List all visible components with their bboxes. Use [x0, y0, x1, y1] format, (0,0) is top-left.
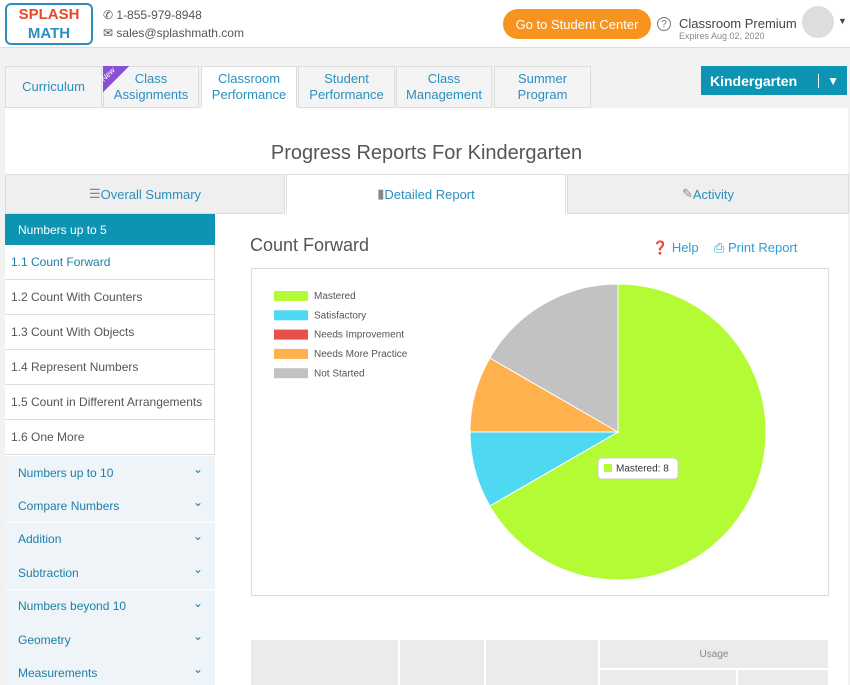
nav-tab-label: Program — [517, 87, 568, 102]
topic[interactable]: Measurements — [5, 656, 215, 685]
help-link[interactable]: ❓ Help — [652, 240, 699, 255]
nav-tab-label: Class — [427, 71, 461, 86]
subtopic[interactable]: 1.6 One More — [5, 420, 215, 455]
legend-swatch — [274, 291, 308, 301]
report-tab[interactable]: ✎ Activity — [567, 174, 849, 214]
report-tab-label: Overall Summary — [100, 186, 202, 202]
nav-tab[interactable]: Curriculum — [5, 66, 102, 108]
pie-slice — [489, 283, 767, 581]
topic[interactable]: Addition — [5, 522, 215, 556]
grade-selector[interactable]: Kindergarten ▼ — [701, 66, 847, 95]
tab-icon: ▮ — [377, 186, 385, 201]
topic[interactable]: Subtraction — [5, 556, 215, 590]
topic[interactable]: Geometry — [5, 623, 215, 656]
header — [0, 0, 850, 48]
page-title: Progress Reports For Kindergarten — [270, 142, 583, 164]
email: ✉ sales@splashmath.com — [103, 26, 244, 40]
subtopic[interactable]: 1.2 Count With Counters — [5, 280, 215, 315]
legend-swatch — [274, 310, 308, 321]
nav-tab[interactable]: Class Management — [396, 66, 492, 108]
table-header-cell — [400, 640, 484, 685]
logo-top: SPLASH — [18, 6, 80, 23]
tab-icon: ☰ — [88, 186, 101, 201]
nav-tab-label: Student — [324, 71, 369, 86]
grade: Kindergarten — [710, 72, 798, 89]
legend-label: Not Started — [314, 368, 365, 379]
avatar[interactable] — [802, 6, 834, 38]
tooltip-swatch — [604, 464, 612, 472]
nav-tab-label: Summer — [517, 71, 568, 86]
open-topic[interactable]: Numbers up to 5 — [5, 214, 215, 245]
report-tab[interactable]: ▮ Detailed Report — [286, 174, 566, 214]
nav-tab-label: Class — [134, 71, 168, 86]
avatar-caret[interactable]: ▼ — [838, 16, 847, 26]
print-text: Print Report — [728, 240, 798, 255]
content-title: Count Forward — [250, 235, 370, 255]
legend-label: Needs Improvement — [314, 330, 404, 341]
new-badge — [103, 66, 129, 92]
pie-slice — [489, 283, 619, 433]
tab-icon: ✎ — [681, 186, 693, 201]
legend-label: Satisfactory — [314, 310, 366, 321]
expires: Expires Aug 02, 2020 — [679, 31, 765, 41]
plan: Classroom Premium — [679, 16, 797, 31]
nav-tab-label: Curriculum — [22, 79, 85, 94]
phone: ✆ 1-855-979-8948 — [103, 8, 202, 22]
topic[interactable]: Numbers beyond 10 — [5, 589, 215, 623]
table-group-header: Usage — [600, 640, 828, 668]
nav-tab-label: Classroom — [217, 71, 281, 86]
nav-tab-label: Performance — [211, 87, 287, 102]
subtopic[interactable]: 1.5 Count in Different Arrangements — [5, 385, 215, 420]
report-tab-label: Activity — [692, 186, 735, 202]
tooltip-text: Mastered: 8 — [616, 464, 669, 475]
legend-swatch — [274, 368, 308, 379]
nav-tab-label: Assignments — [113, 87, 189, 102]
email-text: sales@splashmath.com — [116, 26, 244, 40]
tooltip-box — [597, 457, 679, 480]
table-header-cell — [600, 670, 736, 685]
subtopic[interactable]: 1.1 Count Forward — [5, 245, 215, 280]
nav-tab[interactable]: Student Performance — [298, 66, 395, 108]
phone-text: 1-855-979-8948 — [116, 8, 202, 22]
table-header-cell — [486, 640, 598, 685]
topic[interactable]: Numbers up to 10 — [5, 456, 215, 489]
logo[interactable]: SPLASH MATH — [5, 3, 93, 45]
student-center-button[interactable]: Go to Student Center — [503, 9, 651, 39]
topic[interactable]: Compare Numbers — [5, 489, 215, 523]
nav-tab-label: Performance — [309, 87, 384, 102]
legend-swatch — [274, 348, 308, 359]
help-text: Help — [671, 240, 699, 255]
help-icon[interactable]: ? — [657, 17, 671, 31]
print-link[interactable]: ⎙ Print Report — [714, 240, 798, 255]
logo-bottom: MATH — [27, 25, 71, 42]
nav-tab-label: Management — [406, 87, 482, 102]
report-tab-label: Detailed Report — [384, 186, 475, 202]
grade-caret: ▼ — [818, 73, 839, 88]
table-header-cell — [738, 670, 828, 685]
nav-tab[interactable]: Classroom Performance — [201, 66, 297, 108]
chart: Mastered Satisfactory Needs Improvement Nee… — [251, 268, 829, 596]
legend-label: Needs More Practice — [314, 349, 408, 360]
table-header-cell — [251, 640, 398, 685]
subtopic[interactable]: 1.3 Count With Objects — [5, 315, 215, 350]
nav-tab[interactable]: Summer Program — [494, 66, 591, 108]
report-tab[interactable]: ☰ Overall Summary — [5, 174, 285, 214]
legend-swatch — [274, 329, 308, 340]
legend-label: Mastered — [314, 291, 356, 302]
subtopic[interactable]: 1.4 Represent Numbers — [5, 350, 215, 385]
